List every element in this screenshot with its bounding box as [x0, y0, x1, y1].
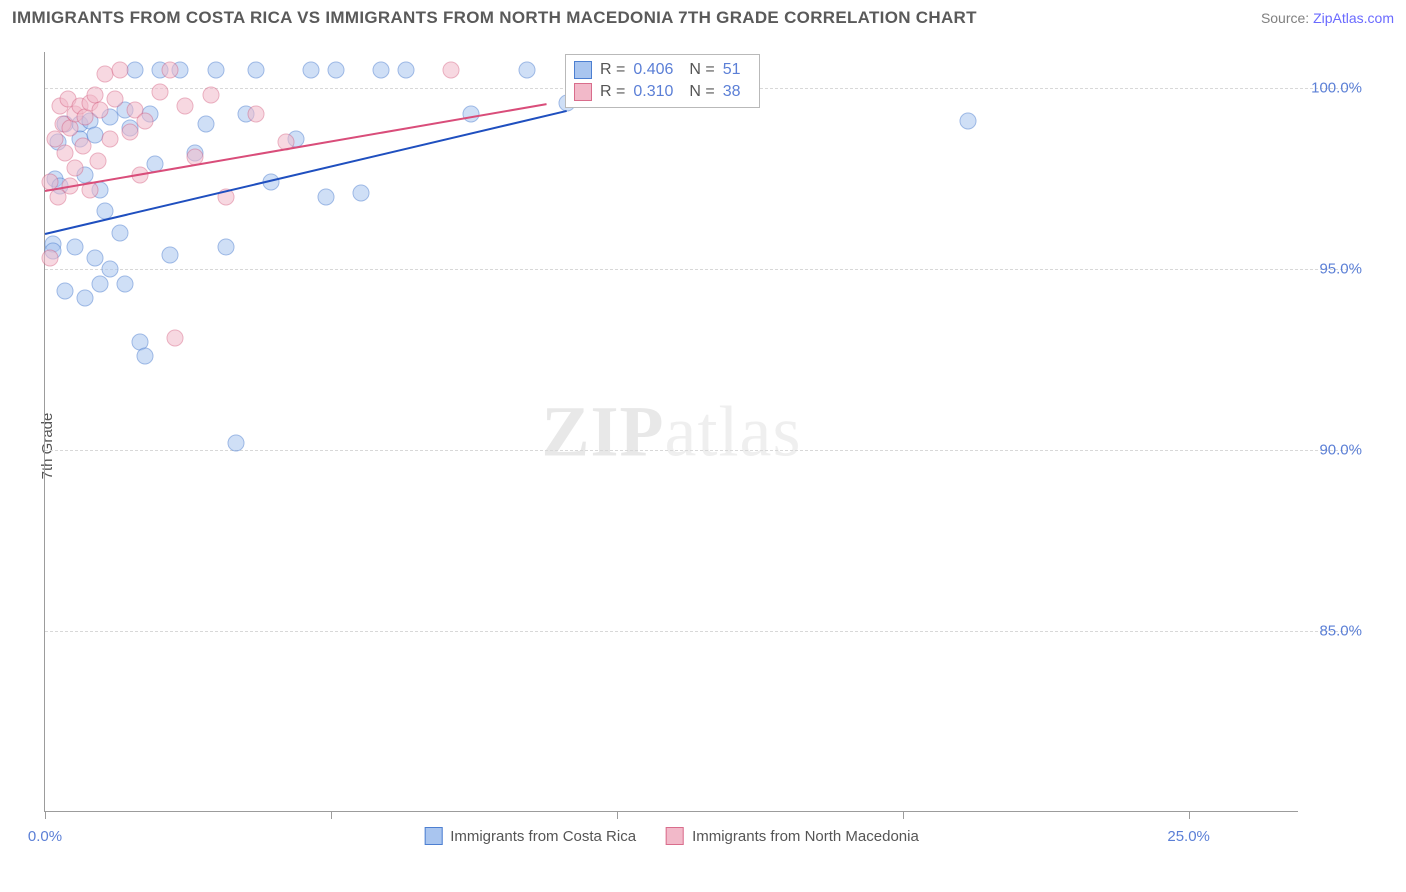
data-point [102, 261, 119, 278]
y-tick-label: 90.0% [1302, 442, 1362, 459]
stats-legend: R = 0.406 N = 51 R = 0.310 N = 38 [565, 54, 760, 108]
data-point [162, 246, 179, 263]
chart-title: IMMIGRANTS FROM COSTA RICA VS IMMIGRANTS… [12, 8, 977, 28]
data-point [247, 105, 264, 122]
data-point [167, 329, 184, 346]
stats-row: R = 0.310 N = 38 [574, 81, 751, 103]
watermark-bold: ZIP [542, 391, 665, 471]
x-tick [617, 811, 618, 819]
data-point [89, 152, 106, 169]
r-value: 0.406 [633, 61, 681, 79]
n-label: N = [689, 83, 714, 101]
legend-swatch [666, 827, 684, 845]
stats-row: R = 0.406 N = 51 [574, 59, 751, 81]
data-point [87, 250, 104, 267]
r-label: R = [600, 61, 625, 79]
title-bar: IMMIGRANTS FROM COSTA RICA VS IMMIGRANTS… [0, 0, 1406, 32]
scatter-plot: ZIPatlas 85.0%90.0%95.0%100.0%0.0%25.0%R… [44, 52, 1298, 812]
legend-item: Immigrants from North Macedonia [666, 827, 919, 845]
n-value: 51 [723, 61, 751, 79]
y-tick-label: 85.0% [1302, 623, 1362, 640]
data-point [62, 120, 79, 137]
data-point [518, 62, 535, 79]
source-prefix: Source: [1261, 10, 1313, 26]
x-tick [331, 811, 332, 819]
n-value: 38 [723, 83, 751, 101]
data-point [74, 138, 91, 155]
data-point [217, 239, 234, 256]
data-point [302, 62, 319, 79]
legend-label: Immigrants from Costa Rica [450, 828, 636, 845]
data-point [317, 188, 334, 205]
data-point [77, 290, 94, 307]
n-label: N = [689, 61, 714, 79]
data-point [207, 62, 224, 79]
source-credit: Source: ZipAtlas.com [1261, 10, 1394, 26]
gridline [45, 269, 1358, 270]
x-tick-label: 0.0% [28, 828, 62, 845]
data-point [177, 98, 194, 115]
data-point [67, 159, 84, 176]
data-point [107, 91, 124, 108]
gridline [45, 631, 1358, 632]
data-point [67, 239, 84, 256]
data-point [227, 434, 244, 451]
data-point [112, 62, 129, 79]
data-point [112, 224, 129, 241]
r-label: R = [600, 83, 625, 101]
data-point [42, 250, 59, 267]
legend-item: Immigrants from Costa Rica [424, 827, 636, 845]
x-tick [45, 811, 46, 819]
data-point [197, 116, 214, 133]
data-point [127, 62, 144, 79]
series-legend: Immigrants from Costa Rica Immigrants fro… [424, 827, 919, 845]
data-point [102, 130, 119, 147]
legend-label: Immigrants from North Macedonia [692, 828, 919, 845]
data-point [247, 62, 264, 79]
data-point [353, 185, 370, 202]
data-point [92, 275, 109, 292]
data-point [463, 105, 480, 122]
data-point [327, 62, 344, 79]
watermark: ZIPatlas [542, 390, 802, 473]
source-link[interactable]: ZipAtlas.com [1313, 10, 1394, 26]
data-point [443, 62, 460, 79]
legend-swatch [574, 61, 592, 79]
data-point [137, 112, 154, 129]
gridline [45, 450, 1358, 451]
y-tick-label: 95.0% [1302, 261, 1362, 278]
data-point [202, 87, 219, 104]
y-tick-label: 100.0% [1302, 80, 1362, 97]
data-point [57, 282, 74, 299]
legend-swatch [424, 827, 442, 845]
data-point [122, 123, 139, 140]
data-point [92, 101, 109, 118]
data-point [398, 62, 415, 79]
data-point [117, 275, 134, 292]
data-point [959, 112, 976, 129]
x-tick [1189, 811, 1190, 819]
data-point [137, 348, 154, 365]
legend-swatch [574, 83, 592, 101]
r-value: 0.310 [633, 83, 681, 101]
data-point [373, 62, 390, 79]
watermark-light: atlas [665, 391, 802, 471]
data-point [152, 83, 169, 100]
data-point [162, 62, 179, 79]
x-tick-label: 25.0% [1167, 828, 1210, 845]
x-tick [903, 811, 904, 819]
